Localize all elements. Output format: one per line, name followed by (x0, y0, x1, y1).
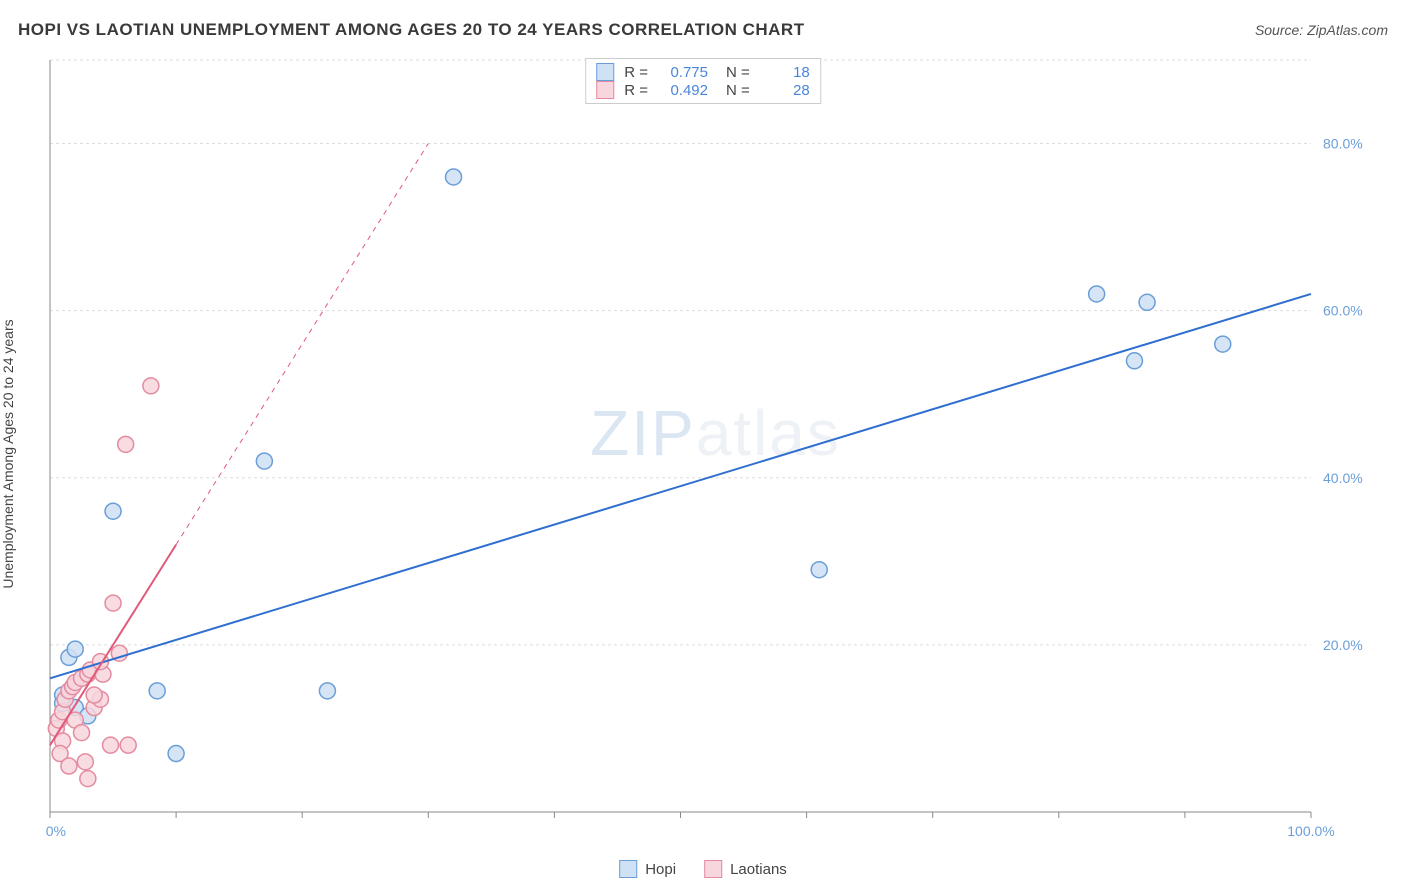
legend-n-label: N = (726, 64, 750, 81)
legend-series-name: Laotians (730, 861, 787, 878)
chart-header: HOPI VS LAOTIAN UNEMPLOYMENT AMONG AGES … (18, 20, 1388, 40)
legend-swatch (596, 63, 614, 81)
legend-correlation: R = 0.775 N = 18 R = 0.492 N = 28 (585, 58, 821, 104)
legend-n-label: N = (726, 82, 750, 99)
legend-r-value: 0.775 (658, 64, 708, 81)
legend-swatch (704, 860, 722, 878)
svg-text:80.0%: 80.0% (1323, 136, 1363, 152)
legend-swatch (619, 860, 637, 878)
scatter-plot: 20.0% 40.0% 60.0% 80.0% 0.0% 100.0% (45, 55, 1386, 842)
legend-n-value: 28 (760, 82, 810, 99)
legend-series-item: Hopi (619, 860, 676, 878)
chart-area: ZIPatlas 20.0%40.0%60.0%80.0%0.0%100.0% (45, 55, 1386, 842)
legend-corr-row: R = 0.492 N = 28 (596, 81, 810, 99)
legend-series-item: Laotians (704, 860, 787, 878)
svg-text:20.0%: 20.0% (1323, 637, 1363, 653)
svg-text:100.0%: 100.0% (1287, 823, 1334, 839)
legend-n-value: 18 (760, 64, 810, 81)
source-label: Source: ZipAtlas.com (1255, 22, 1388, 38)
chart-title: HOPI VS LAOTIAN UNEMPLOYMENT AMONG AGES … (18, 20, 805, 40)
legend-corr-row: R = 0.775 N = 18 (596, 63, 810, 81)
legend-swatch (596, 81, 614, 99)
svg-text:40.0%: 40.0% (1323, 470, 1363, 486)
legend-r-label: R = (624, 82, 648, 99)
svg-text:60.0%: 60.0% (1323, 303, 1363, 319)
legend-series-name: Hopi (645, 861, 676, 878)
y-axis-label: Unemployment Among Ages 20 to 24 years (0, 319, 16, 588)
legend-r-value: 0.492 (658, 82, 708, 99)
svg-text:0.0%: 0.0% (45, 823, 66, 839)
legend-series: Hopi Laotians (619, 860, 787, 878)
legend-r-label: R = (624, 64, 648, 81)
